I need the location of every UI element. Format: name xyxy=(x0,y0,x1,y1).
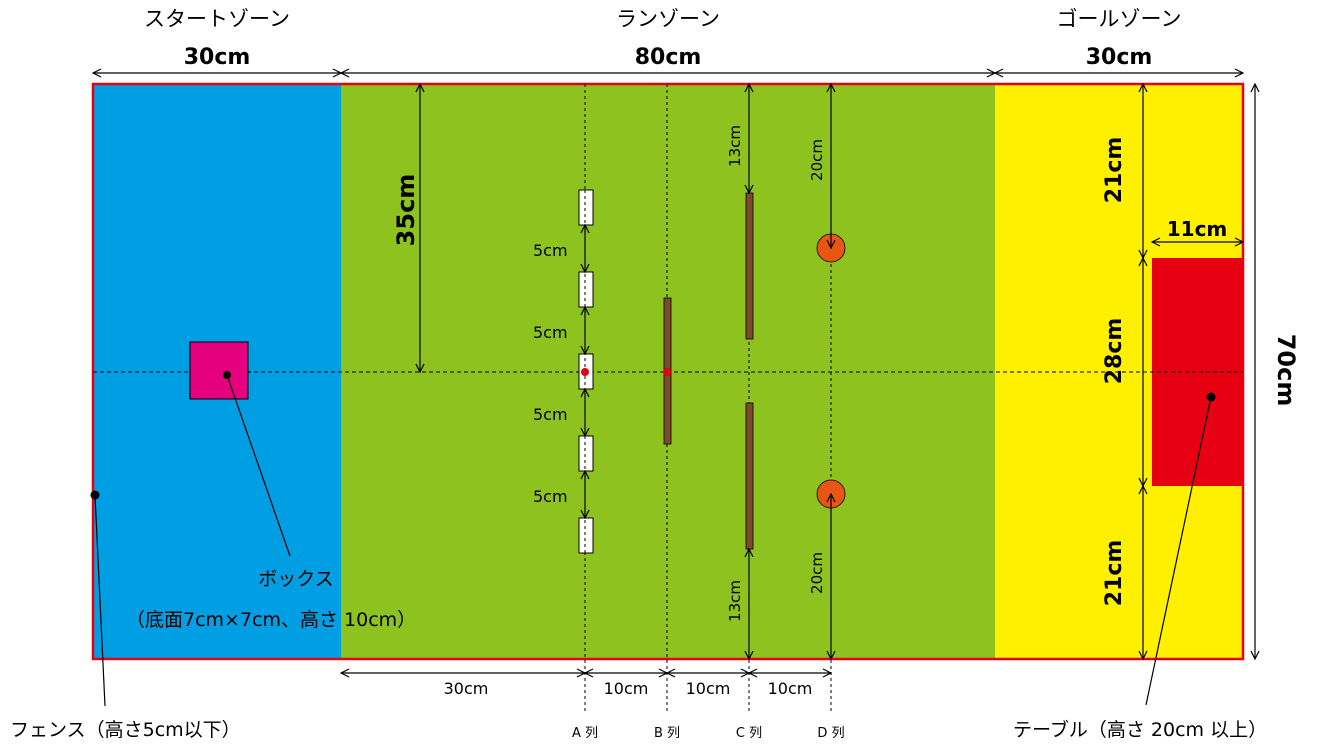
start-width-label: 30cm xyxy=(184,45,251,70)
offset-label-10b: 10cm xyxy=(686,679,731,698)
d-bottom-label: 20cm xyxy=(808,552,826,594)
box xyxy=(189,341,249,400)
a-gap-label-4: 5cm xyxy=(533,487,568,506)
box-callout-line xyxy=(226,374,291,557)
a-block xyxy=(578,435,594,472)
c-bar-top xyxy=(745,192,754,340)
a-gap-label-3: 5cm xyxy=(533,405,568,424)
c-bar-bottom xyxy=(745,402,754,550)
d-top-label: 20cm xyxy=(808,139,826,181)
b-center-dot xyxy=(663,368,671,376)
fence-callout: フェンス（高さ5cm以下） xyxy=(10,719,241,741)
c-bottom-label: 13cm xyxy=(726,580,744,622)
a-gap-label-2: 5cm xyxy=(533,323,568,342)
run-width-label: 80cm xyxy=(635,45,702,70)
column-b-label: B 列 xyxy=(654,726,680,741)
start-zone-title: スタートゾーン xyxy=(144,7,290,31)
offset-label-10a: 10cm xyxy=(604,679,649,698)
fence-callout-line xyxy=(94,494,106,707)
goal-width-label: 30cm xyxy=(1086,45,1153,70)
a-block xyxy=(578,189,594,226)
table-callout-line xyxy=(1145,396,1212,706)
c-top-label: 13cm xyxy=(726,125,744,167)
field-height-label: 70cm xyxy=(1272,334,1300,407)
box-name-callout: ボックス xyxy=(258,568,333,590)
column-c-label: C 列 xyxy=(736,726,762,741)
column-d-label: D 列 xyxy=(817,726,844,741)
box-spec-callout: （底面7cm×7cm、高さ 10cm） xyxy=(126,609,416,631)
run-zone-title: ランゾーン xyxy=(616,7,720,31)
a-block xyxy=(578,271,594,308)
top-to-center-label: 35cm xyxy=(392,174,420,247)
column-a-label: A 列 xyxy=(572,726,598,741)
a-block xyxy=(578,517,594,554)
goal-bottom-label: 21cm xyxy=(1102,540,1127,607)
offset-label-30: 30cm xyxy=(444,679,489,698)
a-center-dot xyxy=(581,368,589,376)
table-width-label: 11cm xyxy=(1167,217,1228,241)
offset-label-10c: 10cm xyxy=(768,679,813,698)
table-callout: テーブル（高さ 20cm 以上） xyxy=(1013,718,1267,741)
goal-middle-label: 28cm xyxy=(1102,318,1127,385)
goal-top-label: 21cm xyxy=(1102,137,1127,204)
goal-zone-title: ゴールゾーン xyxy=(1057,7,1182,31)
a-gap-label-1: 5cm xyxy=(533,241,568,260)
